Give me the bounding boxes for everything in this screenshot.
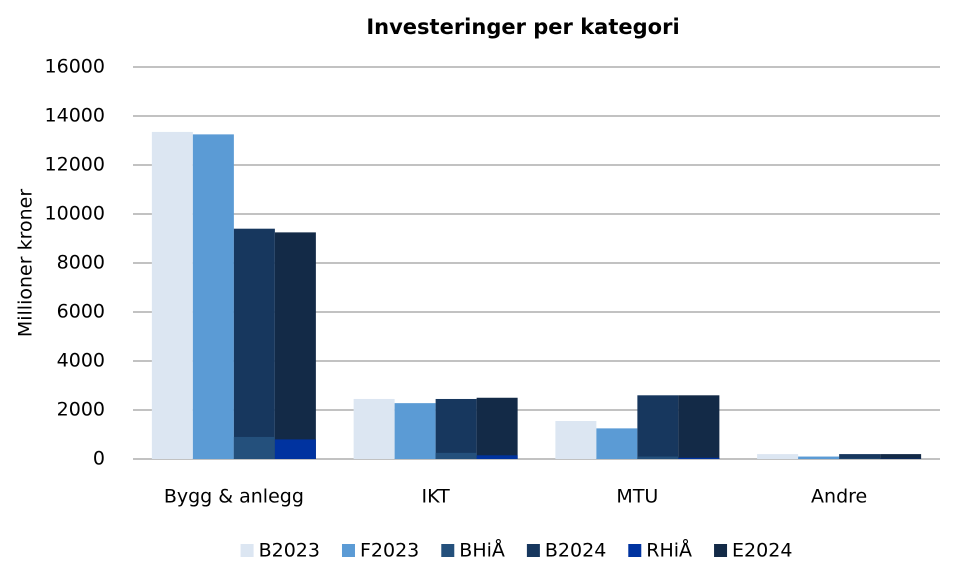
legend-label: B2024 (545, 540, 606, 562)
y-tick-label: 14000 (45, 105, 105, 127)
bar (435, 452, 477, 459)
bar (555, 421, 597, 459)
bar (476, 397, 518, 459)
bar (192, 134, 234, 459)
legend-swatch (240, 544, 254, 557)
bar (151, 131, 193, 460)
bar (233, 436, 275, 459)
legend-swatch (628, 544, 642, 557)
y-tick-label: 16000 (45, 56, 105, 78)
y-tick-label: 10000 (45, 203, 105, 225)
legend-label: E2024 (732, 540, 792, 562)
bar (839, 454, 881, 459)
bar (637, 456, 679, 459)
bar (757, 454, 799, 459)
y-tick-label: 0 (93, 448, 105, 470)
x-tick-label: IKT (422, 486, 451, 508)
x-tick-label: Andre (811, 486, 867, 508)
y-tick-label: 6000 (57, 301, 105, 323)
legend-swatch (441, 544, 455, 557)
bar (353, 398, 395, 459)
y-tick-label: 12000 (45, 154, 105, 176)
legend: B2023 F2023 BHiÅ B2024 RHiÅ E2024 (240, 539, 792, 562)
x-tick-label: Bygg & anlegg (164, 486, 304, 508)
bar (637, 395, 679, 459)
bar (678, 457, 720, 459)
bar (435, 398, 477, 459)
bar (274, 439, 316, 459)
bar (274, 232, 316, 459)
bar (233, 228, 275, 459)
bar (678, 395, 720, 459)
bar (798, 456, 840, 459)
legend-swatch (341, 544, 355, 557)
y-tick-label: 8000 (57, 252, 105, 274)
y-tick-label: 2000 (57, 399, 105, 421)
x-tick-label: MTU (616, 486, 658, 508)
legend-label: B2023 (259, 540, 320, 562)
bar (394, 403, 436, 459)
chart-title: Investeringer per kategori (366, 15, 679, 39)
legend-label: BHiÅ (459, 539, 505, 562)
legend-label: F2023 (360, 540, 419, 562)
legend-swatch (714, 544, 728, 557)
legend-label: RHiÅ (646, 539, 692, 562)
y-axis-label: Millioner kroner (15, 189, 37, 337)
bar (596, 428, 638, 459)
y-tick-label: 4000 (57, 350, 105, 372)
legend-swatch (526, 544, 540, 557)
bar (880, 454, 922, 459)
bar (476, 455, 518, 459)
